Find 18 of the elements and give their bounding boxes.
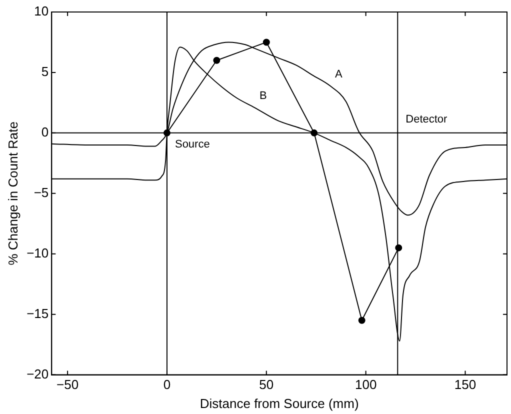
x-axis-title: Distance from Source (mm)	[200, 396, 359, 411]
y-tick-label: −20	[26, 366, 49, 382]
ref-line-label: Detector	[406, 113, 448, 126]
y-tick-label: 10	[34, 4, 49, 19]
series-label: B	[259, 90, 267, 102]
ref-line-label: Source	[174, 138, 210, 150]
y-axis-title: % Change in Count Rate	[5, 121, 20, 266]
x-tick-label: 100	[354, 377, 377, 392]
x-tick-label: 150	[454, 377, 476, 392]
x-tick-label: 50	[259, 377, 274, 392]
y-tick-label: −10	[26, 245, 49, 260]
y-tick-label: 0	[41, 124, 49, 140]
y-tick-label: −5	[34, 184, 49, 200]
series-label: A	[335, 68, 344, 80]
y-tick-label: −15	[26, 306, 49, 321]
x-tick-label: −50	[56, 377, 79, 392]
y-tick-label: 5	[41, 64, 49, 80]
x-tick-label: 0	[163, 377, 171, 392]
